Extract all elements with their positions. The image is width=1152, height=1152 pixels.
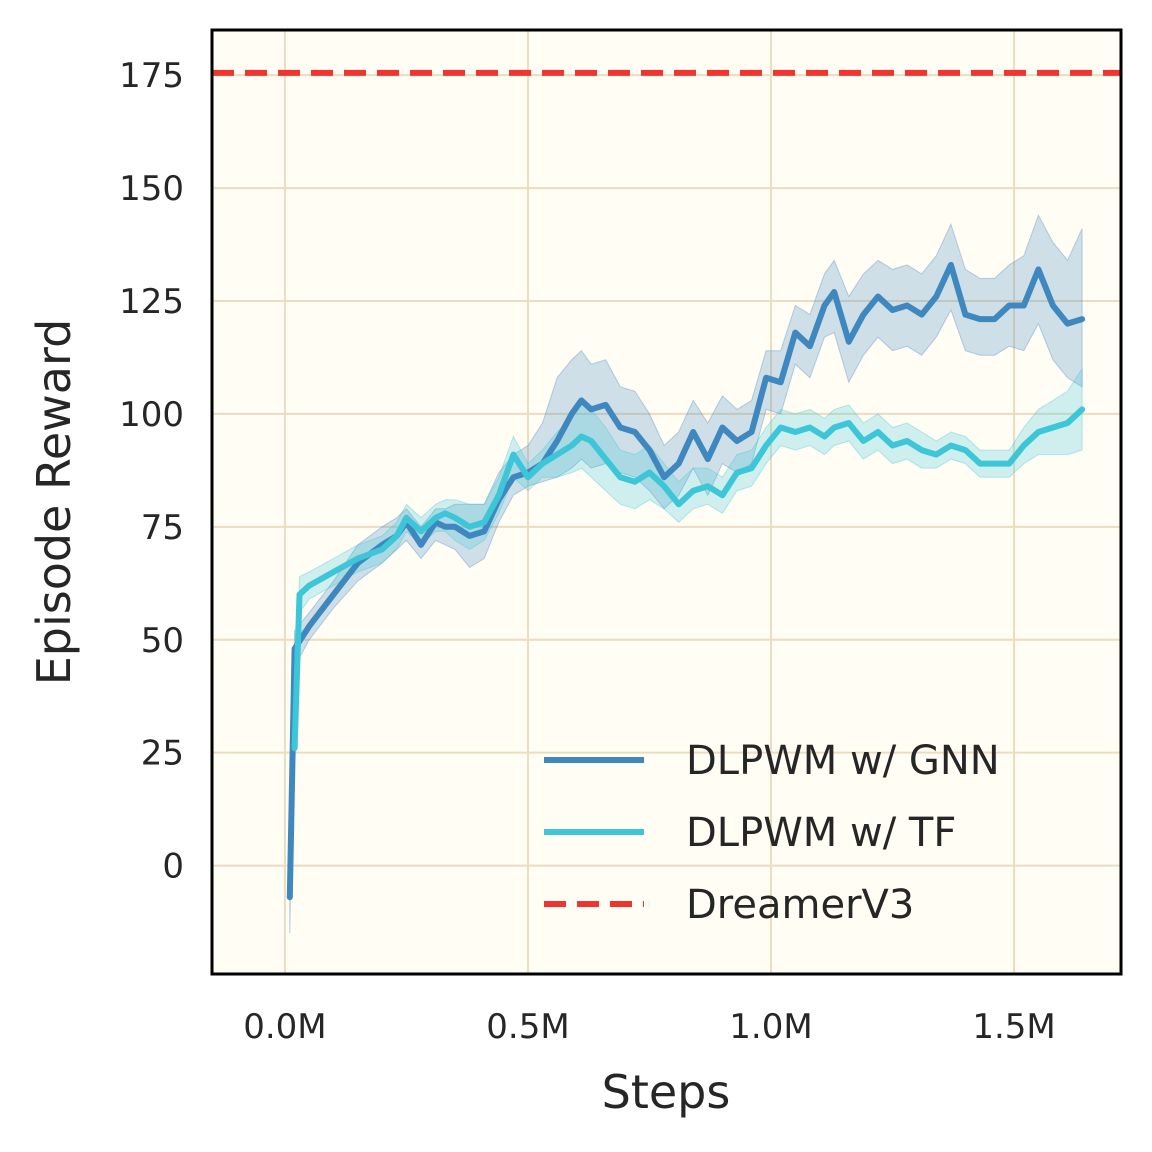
plot-frame [210,28,1123,976]
y-tick-label: 150 [119,169,184,209]
legend-tf-label: DLPWM w/ TF [686,810,956,856]
x-tick-label: 1.5M [972,1007,1055,1047]
y-tick-label: 0 [162,847,184,887]
legend-dreamerv3-label: DreamerV3 [686,882,914,928]
y-tick-label: 75 [141,508,184,548]
legend: DLPWM w/ GNN DLPWM w/ TF DreamerV3 [544,738,1000,928]
x-tick-label: 0.0M [243,1007,326,1047]
x-axis-label: Steps [602,1065,731,1119]
y-axis-label: Episode Reward [27,319,81,686]
x-tick-label: 1.0M [729,1007,812,1047]
y-tick-label: 175 [119,56,184,96]
legend-gnn-label: DLPWM w/ GNN [686,738,1000,784]
series-lines [286,261,1086,901]
gnn-confidence-band [289,213,1083,934]
grid [212,30,1121,974]
y-tick-label: 100 [119,395,184,435]
y-tick-labels: 0 25 50 75 100 125 150 175 [119,56,184,886]
y-tick-label: 50 [141,621,184,661]
y-tick-label: 125 [119,282,184,322]
gnn-series-line [286,261,1086,901]
x-tick-label: 0.5M [486,1007,569,1047]
y-tick-label: 25 [141,734,184,774]
tf-series-line [291,406,1086,752]
x-tick-labels: 0.0M 0.5M 1.0M 1.5M [243,1007,1056,1047]
